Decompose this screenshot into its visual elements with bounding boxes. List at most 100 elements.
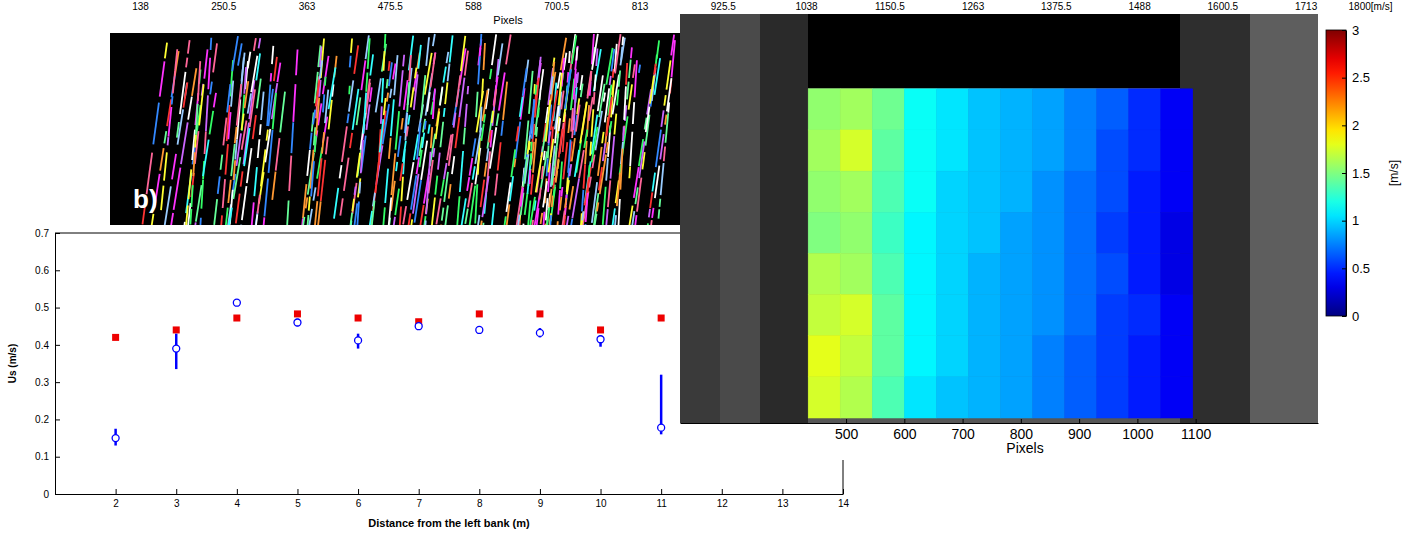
particle-track bbox=[411, 219, 413, 225]
particle-track bbox=[201, 180, 203, 209]
particle-track bbox=[664, 147, 665, 162]
cell bbox=[1161, 89, 1193, 130]
particle-track bbox=[210, 38, 213, 50]
tick-mark bbox=[55, 345, 60, 346]
particle-track bbox=[444, 172, 448, 202]
tick-label: 9 bbox=[538, 498, 544, 509]
particle-track bbox=[239, 225, 241, 226]
cell bbox=[904, 336, 936, 377]
particle-track bbox=[496, 113, 498, 126]
particle-track bbox=[599, 84, 604, 117]
axis: 50060070080090010001100 bbox=[681, 419, 1319, 442]
particle-track bbox=[390, 217, 395, 225]
particle-track bbox=[665, 113, 668, 142]
particle-track bbox=[199, 218, 202, 225]
particle-track bbox=[528, 141, 530, 154]
particle-track bbox=[572, 138, 575, 161]
particle-track bbox=[228, 180, 231, 203]
tick-mark bbox=[479, 489, 480, 494]
particle-track bbox=[531, 174, 533, 194]
particle-track bbox=[352, 199, 354, 212]
tick-label: 700.5 bbox=[544, 1, 569, 12]
particle-track bbox=[433, 88, 435, 119]
point bbox=[658, 315, 665, 322]
particle-track bbox=[650, 76, 654, 104]
particle-track bbox=[167, 137, 170, 145]
particle-track bbox=[370, 201, 374, 225]
particle-track bbox=[436, 111, 440, 139]
particle-track bbox=[664, 95, 665, 106]
particle-track bbox=[580, 102, 587, 144]
tick-label: 0 bbox=[1352, 309, 1359, 324]
particle-track bbox=[227, 84, 230, 112]
cell bbox=[1033, 253, 1065, 294]
tick-label: 7 bbox=[416, 498, 422, 509]
particle-track bbox=[171, 96, 174, 104]
particle-track bbox=[661, 163, 664, 195]
particle-track bbox=[403, 206, 406, 224]
particle-track bbox=[494, 89, 496, 107]
particle-track bbox=[164, 186, 171, 225]
tick-label: 1488 bbox=[1128, 1, 1151, 12]
particle-track bbox=[323, 56, 329, 94]
axis: 138250.5363475.5588700.5813925.510381150… bbox=[132, 1, 1393, 13]
particle-track bbox=[586, 193, 588, 222]
particle-track bbox=[238, 43, 242, 65]
particle-track bbox=[161, 186, 163, 211]
particle-track bbox=[193, 152, 194, 176]
tick-label: 813 bbox=[632, 1, 649, 12]
tick-label: 0.3 bbox=[35, 377, 49, 388]
particle-track bbox=[603, 187, 606, 225]
particle-track bbox=[376, 78, 381, 112]
tick-mark bbox=[116, 489, 117, 494]
cell bbox=[1161, 377, 1193, 418]
particle-track bbox=[482, 176, 488, 217]
cell bbox=[968, 171, 1000, 212]
tick: 5 bbox=[295, 489, 301, 509]
particle-track bbox=[389, 61, 390, 71]
particle-track bbox=[569, 186, 573, 209]
particle-track bbox=[226, 208, 228, 225]
tick: 13 bbox=[777, 489, 789, 509]
particle-track bbox=[490, 69, 491, 79]
particle-track bbox=[542, 166, 543, 179]
tick: 14 bbox=[838, 489, 850, 509]
particle-track bbox=[420, 205, 424, 225]
particle-track bbox=[492, 111, 494, 123]
particle-track bbox=[204, 49, 207, 78]
particle-track bbox=[234, 160, 236, 180]
cell bbox=[936, 171, 968, 212]
particle-track bbox=[326, 137, 328, 155]
particle-track bbox=[191, 185, 192, 207]
point bbox=[476, 326, 483, 333]
particle-track bbox=[545, 208, 549, 225]
particle-track bbox=[280, 92, 285, 133]
particle-track bbox=[428, 124, 429, 133]
particle-track bbox=[559, 118, 561, 131]
tick-label: 1375.5 bbox=[1041, 1, 1072, 12]
cell bbox=[872, 171, 904, 212]
tick: 1713 bbox=[1295, 1, 1318, 13]
cell bbox=[1161, 130, 1193, 171]
particle-track bbox=[548, 131, 550, 143]
particle-track bbox=[164, 131, 166, 143]
particle-track bbox=[413, 174, 419, 214]
tick-mark bbox=[540, 489, 541, 494]
particle-track bbox=[565, 198, 566, 208]
particle-track bbox=[235, 127, 237, 143]
particle-track bbox=[655, 166, 659, 198]
cell bbox=[872, 253, 904, 294]
tick-label: 600 bbox=[893, 426, 917, 442]
tick-label: 0.4 bbox=[35, 340, 49, 351]
particle-track bbox=[529, 99, 535, 142]
cell bbox=[904, 295, 936, 336]
particle-track bbox=[602, 132, 603, 143]
cell bbox=[808, 130, 840, 171]
particle-track bbox=[247, 148, 252, 183]
particle-track bbox=[587, 75, 591, 98]
particle-track bbox=[228, 112, 230, 139]
particle-track bbox=[541, 213, 543, 224]
cell bbox=[936, 295, 968, 336]
cell bbox=[1000, 336, 1032, 377]
particle-track bbox=[525, 193, 528, 215]
